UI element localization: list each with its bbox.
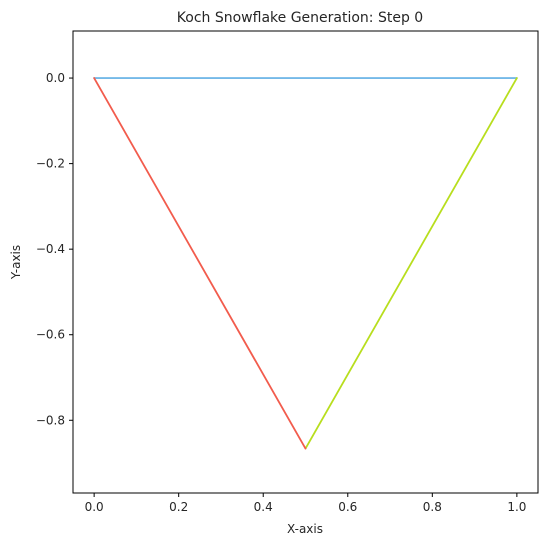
plot-area: [72, 30, 539, 494]
y-axis-ticks: 0.0 −0.2 −0.4 −0.6 −0.8: [36, 71, 73, 427]
x-tick-label: 0.0: [85, 500, 104, 514]
series-group: [93, 77, 518, 450]
series-line-2: [93, 77, 307, 450]
chart-title: Koch Snowflake Generation: Step 0: [177, 10, 423, 26]
y-tick-label: −0.8: [36, 413, 65, 427]
x-tick-label: 1.0: [507, 500, 526, 514]
x-tick-label: 0.8: [423, 500, 442, 514]
y-tick-label: 0.0: [46, 71, 65, 85]
series-line-1: [304, 77, 518, 450]
x-axis-ticks: 0.0 0.2 0.4 0.6 0.8 1.0: [85, 493, 526, 514]
x-axis-label: X-axis: [287, 522, 323, 536]
y-tick-label: −0.2: [36, 157, 65, 171]
x-tick-label: 0.4: [254, 500, 273, 514]
y-tick-label: −0.4: [36, 242, 65, 256]
y-axis-label: Y-axis: [9, 245, 23, 280]
y-tick-label: −0.6: [36, 328, 65, 342]
x-tick-label: 0.2: [169, 500, 188, 514]
x-tick-label: 0.6: [338, 500, 357, 514]
